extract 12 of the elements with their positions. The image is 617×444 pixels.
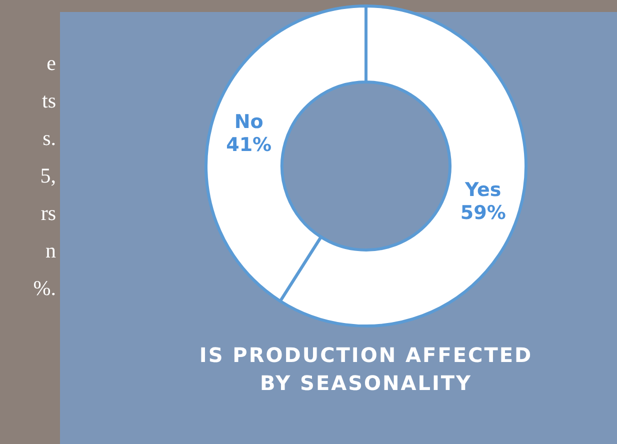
slice-label: No — [234, 111, 264, 134]
data-label: 59% — [460, 202, 506, 224]
data-label: 41% — [226, 134, 272, 156]
text: 5, — [40, 164, 56, 188]
text: ts — [42, 88, 56, 112]
slice-label: Yes — [464, 179, 502, 202]
text: e — [46, 51, 56, 75]
text: rs — [40, 201, 56, 225]
text: n — [46, 238, 56, 262]
text: s. — [42, 126, 56, 150]
text: %. — [33, 276, 56, 300]
text: IS PRODUCTION AFFECTED BY SEASONALITY — [199, 343, 533, 395]
